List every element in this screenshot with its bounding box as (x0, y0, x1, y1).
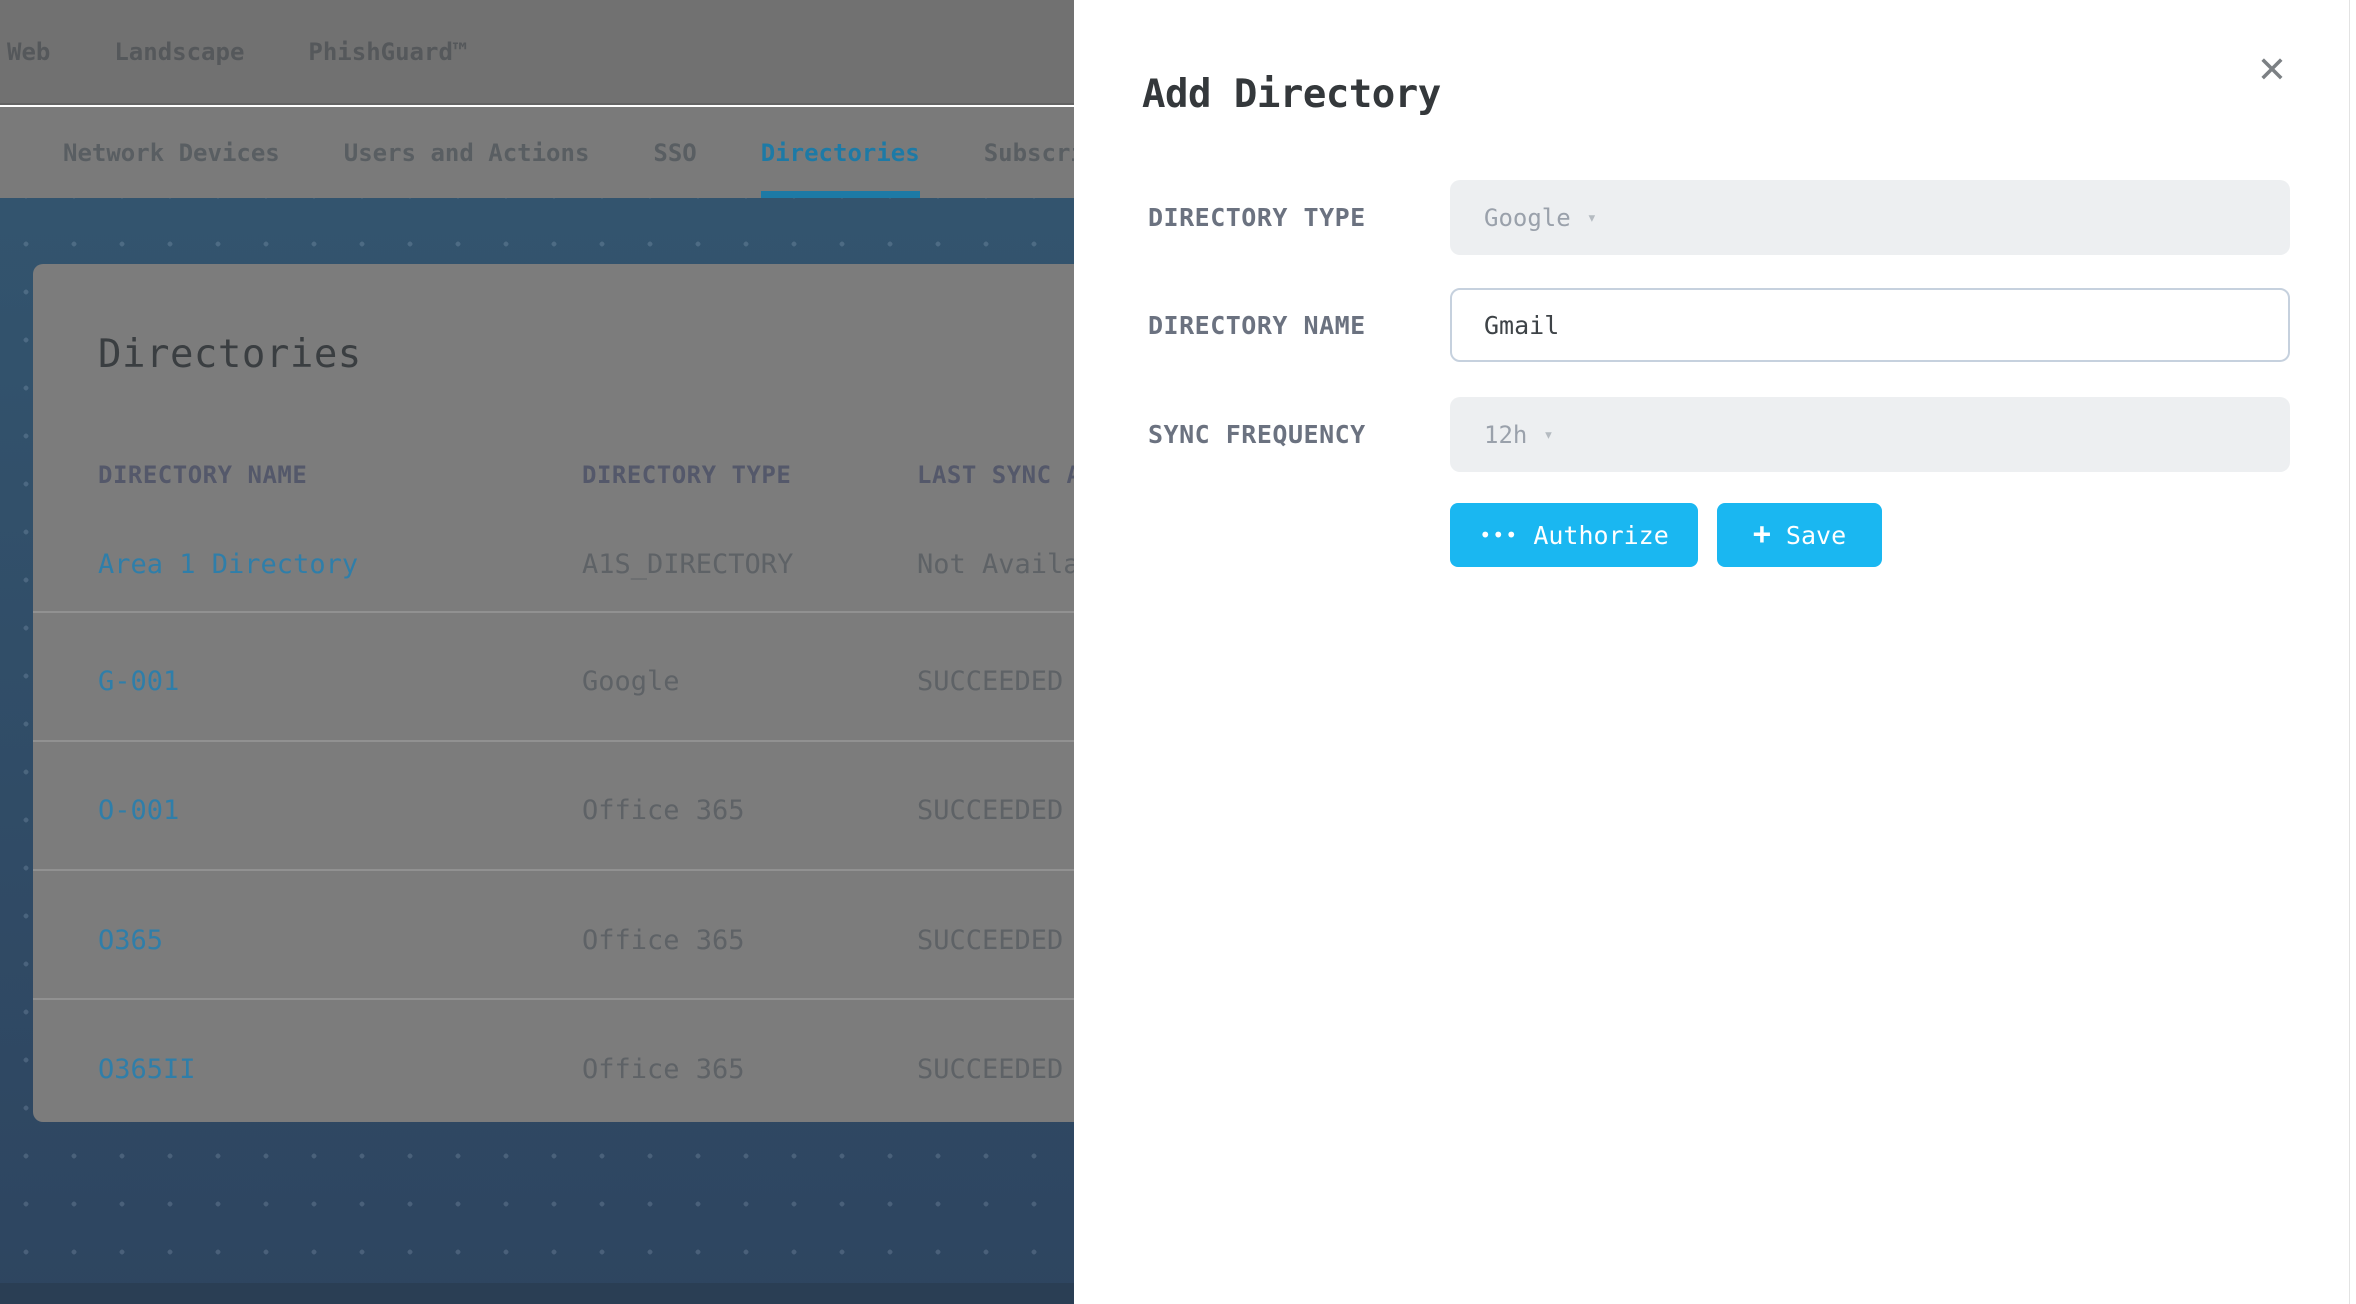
directory-type-cell: Office 365 (582, 1054, 745, 1085)
directory-name-link[interactable]: O365 (98, 925, 164, 956)
directory-name-link[interactable]: G-001 (98, 666, 180, 697)
close-icon: ✕ (2256, 49, 2288, 90)
last-sync-cell: Not Availa (917, 549, 1080, 580)
chevron-down-icon: ▾ (1543, 424, 1554, 445)
tab-directories[interactable]: Directories (760, 107, 920, 198)
last-sync-cell: SUCCEEDED (917, 1054, 1064, 1085)
tab-users-and-actions[interactable]: Users and Actions (343, 138, 590, 167)
directory-type-cell: Google (582, 666, 680, 697)
sync-frequency-value: 12h (1484, 420, 1528, 449)
authorize-button[interactable]: ••• Authorize (1450, 503, 1698, 567)
sync-frequency-select[interactable]: 12h ▾ (1450, 397, 2290, 472)
directory-name-link[interactable]: O365II (98, 1054, 196, 1085)
directory-type-row: DIRECTORY TYPE Google ▾ (1148, 180, 2290, 255)
directory-type-label: DIRECTORY TYPE (1148, 203, 1366, 232)
column-header-directory-type: DIRECTORY TYPE (582, 461, 792, 489)
last-sync-cell: SUCCEEDED (917, 795, 1064, 826)
modal-title: Add Directory (1142, 72, 1441, 117)
directory-name-label: DIRECTORY NAME (1148, 310, 1366, 340)
directory-type-value: Google (1484, 203, 1571, 232)
nav-item-landscape[interactable]: Landscape (114, 37, 245, 66)
add-directory-modal: ✕ Add Directory i DIRECTORY TYPE Google … (1074, 0, 2356, 1304)
ellipsis-icon: ••• (1479, 523, 1519, 547)
directory-name-row: DIRECTORY NAME (1148, 288, 2290, 362)
chevron-down-icon: ▾ (1586, 207, 1597, 228)
sync-frequency-row: SYNC FREQUENCY 12h ▾ (1148, 397, 2290, 472)
directory-type-select[interactable]: Google ▾ (1450, 180, 2290, 255)
directory-name-link[interactable]: O-001 (98, 795, 180, 826)
modal-actions: ••• Authorize + Save (1148, 503, 2290, 567)
save-button-label: Save (1785, 520, 1847, 550)
modal-backdrop[interactable] (0, 0, 1074, 1304)
authorize-button-label: Authorize (1533, 520, 1669, 550)
directory-type-cell: Office 365 (582, 925, 745, 956)
last-sync-cell: SUCCEEDED (917, 925, 1064, 956)
tab-sso[interactable]: SSO (653, 138, 697, 167)
directory-type-cell: Office 365 (582, 795, 745, 826)
column-header-directory-name: DIRECTORY NAME (98, 461, 308, 489)
nav-item-phishguard[interactable]: PhishGuard™ (308, 37, 468, 66)
page-title: Directories (98, 332, 362, 377)
directory-type-cell: A1S_DIRECTORY (582, 549, 794, 580)
nav-item-web[interactable]: Web (7, 37, 51, 66)
last-sync-cell: SUCCEEDED (917, 666, 1064, 697)
tab-subscriptions[interactable]: Subscri (983, 138, 1085, 167)
close-button[interactable]: ✕ (2246, 44, 2298, 96)
column-header-last-sync: LAST SYNC A (917, 461, 1082, 489)
save-button[interactable]: + Save (1717, 503, 1882, 567)
directory-name-link[interactable]: Area 1 Directory (98, 549, 359, 580)
plus-icon: + (1752, 517, 1771, 552)
sync-frequency-label: SYNC FREQUENCY (1148, 420, 1366, 449)
directory-name-input[interactable] (1450, 288, 2290, 362)
tab-network-devices[interactable]: Network Devices (63, 138, 280, 167)
